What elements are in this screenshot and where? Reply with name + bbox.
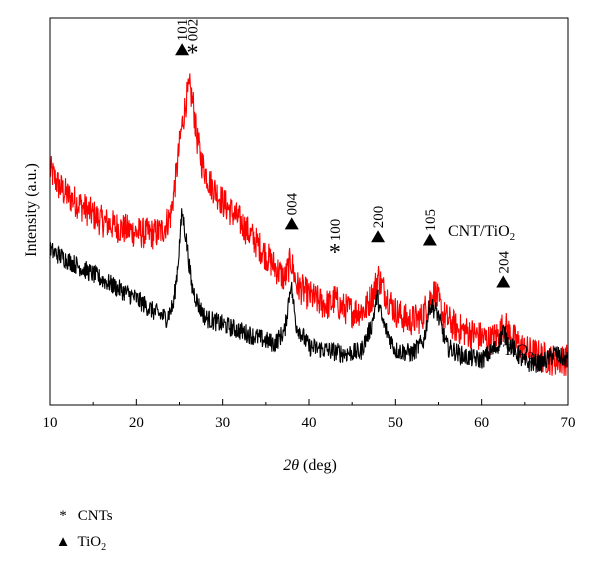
triangle-marker-004 [284,217,299,230]
series-label-tio2: TiO2 [503,342,534,362]
triangle-icon: ▲ [55,534,71,550]
x-tick-label: 70 [561,415,576,431]
triangle-marker-204 [496,275,511,288]
asterisk-icon: * [59,508,67,524]
asterisk-marker-002: * [186,40,198,66]
peak-label-101: 101 [175,19,191,42]
series-label-cnt-tio2: CNT/TiO2 [448,223,515,243]
legend-label-tio2-subscript: 2 [101,542,107,553]
series-line-tio2 [49,208,569,373]
x-tick-label: 30 [215,415,230,431]
peak-label-204: 204 [496,250,512,273]
x-axis-title: 2θ (deg) [283,457,337,474]
series-labels: CNT/TiO2 TiO2 [448,223,534,362]
triangle-marker-101 [175,43,190,56]
peak-label-100: 100 [328,219,344,242]
axes: 10 20 30 40 50 60 70 [43,17,576,431]
x-tick-label: 20 [129,415,144,431]
peak-label-105: 105 [423,209,439,232]
peak-label-200: 200 [371,206,387,229]
x-tick-label: 60 [474,415,489,431]
triangle-marker-200 [371,230,386,243]
x-tick-label: 50 [388,415,403,431]
legend-label-tio2: TiO [77,534,102,550]
series-line-cnt-tio2 [49,73,569,376]
plot-lines [49,73,569,376]
legend-item-cnts: * CNTs [52,508,113,525]
peak-label-004: 004 [285,192,301,215]
triangle-marker-105 [422,233,437,246]
y-axis-title: Intensity (a.u.) [23,163,40,257]
legend-item-tio2: ▲ TiO2 [52,534,107,553]
legend-label-cnts: CNTs [77,508,113,524]
asterisk-marker-100: * [329,240,341,266]
peak-label-002: 002 [185,19,201,42]
x-tick-label: 10 [43,415,58,431]
x-tick-label: 40 [302,415,317,431]
